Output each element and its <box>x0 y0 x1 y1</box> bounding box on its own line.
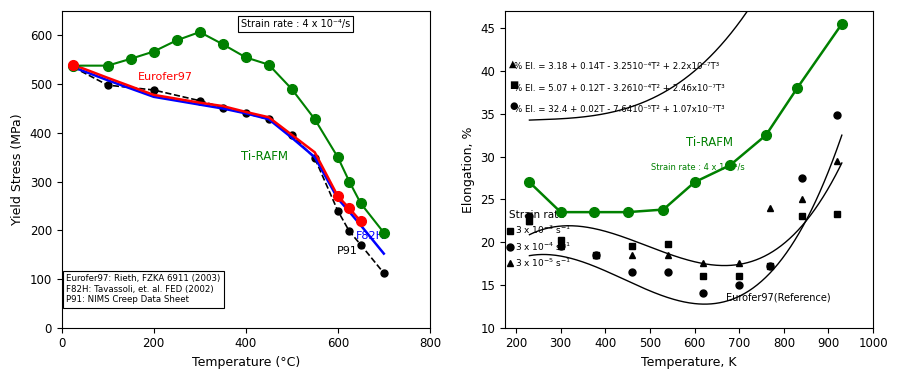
Text: Strain rate: Strain rate <box>510 210 565 220</box>
Text: ▲: ▲ <box>510 59 517 69</box>
Y-axis label: Yield Stress (MPa): Yield Stress (MPa) <box>11 114 24 225</box>
X-axis label: Temperature (°C): Temperature (°C) <box>191 356 300 369</box>
Text: Eurofer97: Eurofer97 <box>138 72 192 82</box>
Text: Eurofer97: Rieth, FZKA 6911 (2003)
F82H: Tavassoli, et. al. FED (2002)
P91: NIMS: Eurofer97: Rieth, FZKA 6911 (2003) F82H:… <box>67 274 220 304</box>
Text: Eurofer97(Reference): Eurofer97(Reference) <box>725 292 831 302</box>
Text: 3 x 10$^{-5}$ s$^{-1}$: 3 x 10$^{-5}$ s$^{-1}$ <box>515 256 571 269</box>
Text: Ti-RAFM: Ti-RAFM <box>241 150 289 163</box>
Text: 3 x 10$^{-4}$ s$^{-1}$: 3 x 10$^{-4}$ s$^{-1}$ <box>515 240 571 253</box>
Text: % El. = 32.4 + 0.02T - 7.6410⁻⁵T² + 1.07x10⁻⁷T³: % El. = 32.4 + 0.02T - 7.6410⁻⁵T² + 1.07… <box>514 105 725 114</box>
Y-axis label: Elongation, %: Elongation, % <box>462 126 475 213</box>
Text: Ti-RAFM: Ti-RAFM <box>686 136 733 149</box>
Text: F82H: F82H <box>356 231 385 241</box>
Text: Strain rate : 4 x 10⁻⁴/s: Strain rate : 4 x 10⁻⁴/s <box>651 162 745 171</box>
Text: ●: ● <box>510 101 518 111</box>
Text: Strain rate : 4 x 10⁻⁴/s: Strain rate : 4 x 10⁻⁴/s <box>241 19 351 29</box>
Text: ■: ■ <box>510 80 519 90</box>
X-axis label: Temperature, K: Temperature, K <box>641 356 736 369</box>
Text: % El. = 3.18 + 0.14T - 3.2510⁻⁴T² + 2.2x10⁻⁷T³: % El. = 3.18 + 0.14T - 3.2510⁻⁴T² + 2.2x… <box>514 62 719 71</box>
Text: 3 x 10$^{-3}$ s$^{-1}$: 3 x 10$^{-3}$ s$^{-1}$ <box>515 224 571 236</box>
Text: P91: P91 <box>336 245 357 256</box>
Text: % El. = 5.07 + 0.12T - 3.2610⁻⁴T² + 2.46x10⁻⁷T³: % El. = 5.07 + 0.12T - 3.2610⁻⁴T² + 2.46… <box>514 84 725 93</box>
